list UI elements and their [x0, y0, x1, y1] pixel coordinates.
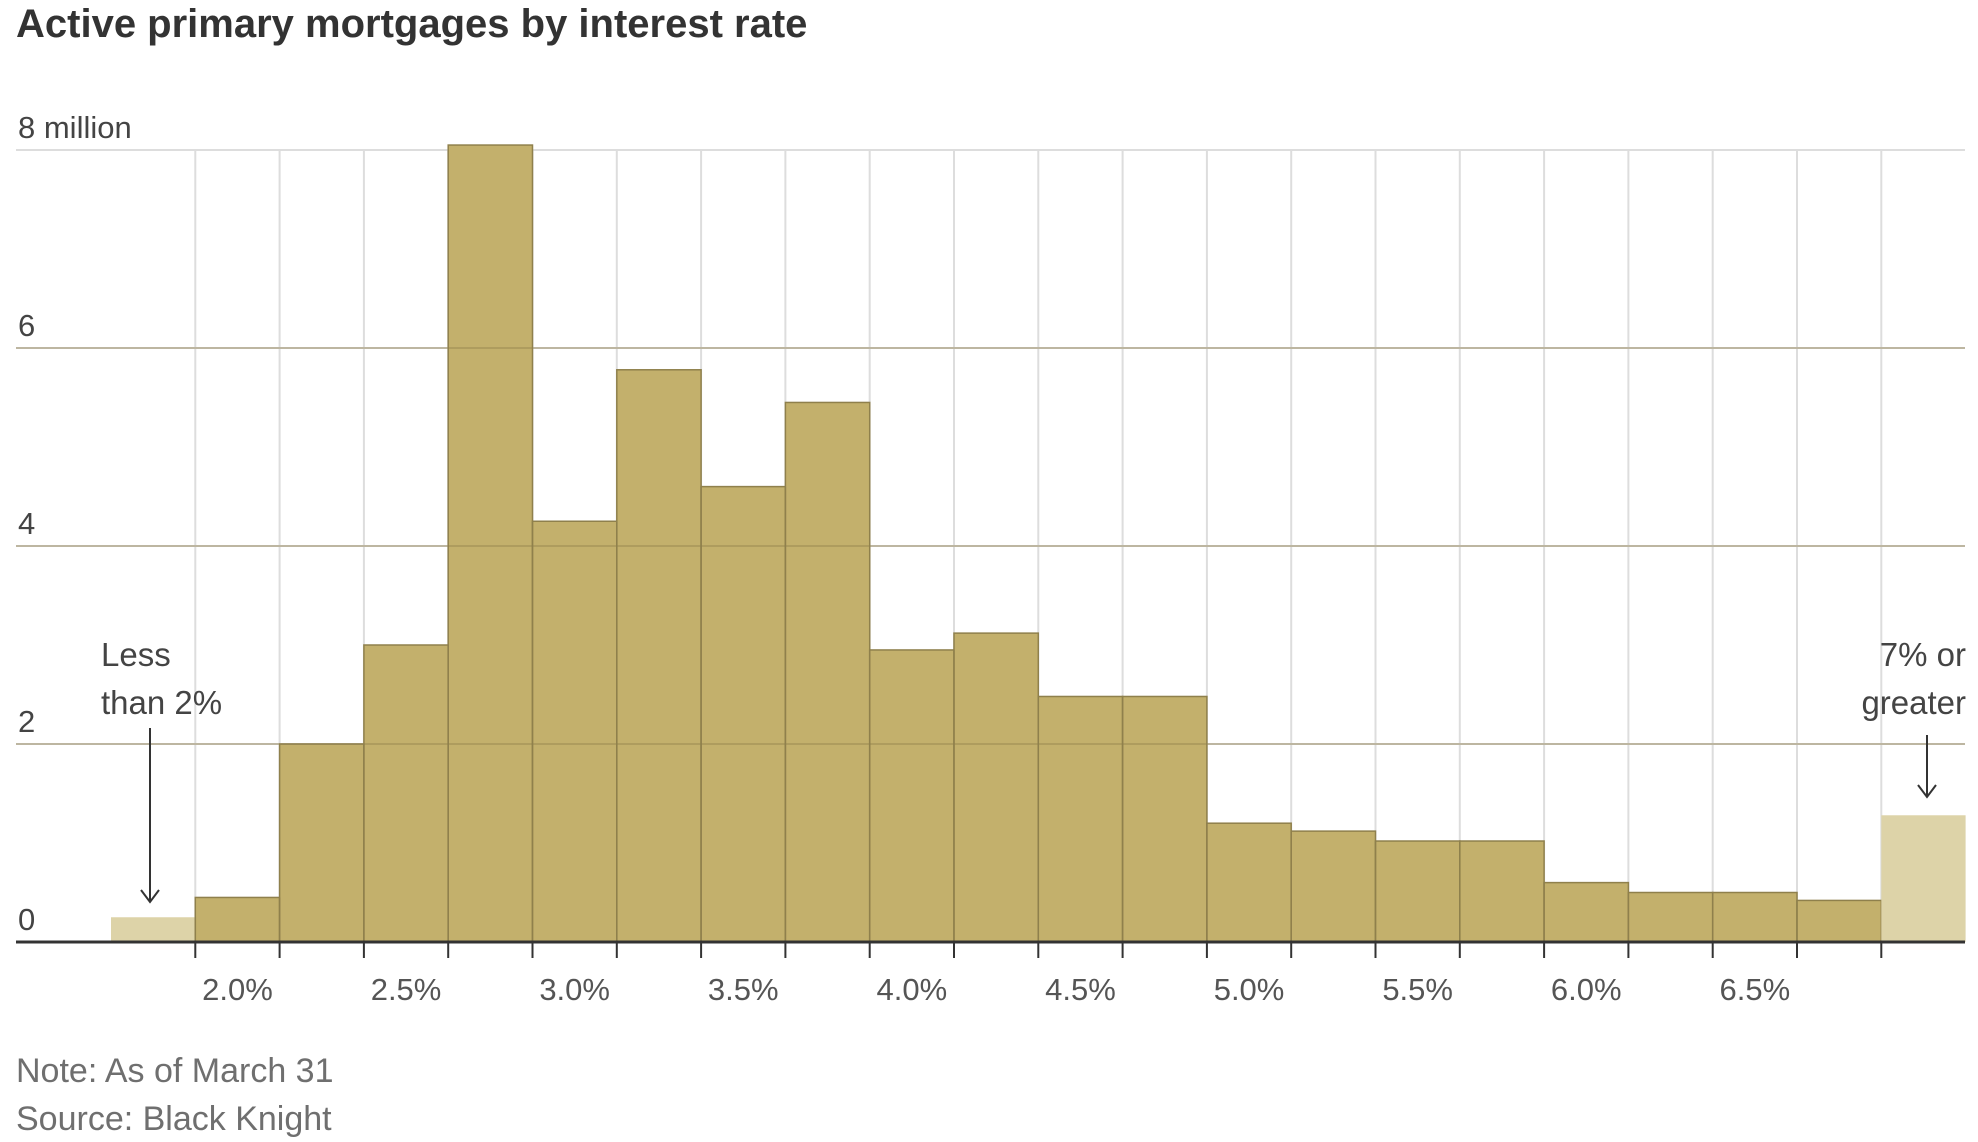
annotation-7-or-greater-text: 7% or — [1880, 636, 1966, 673]
x-tick-label: 6.5% — [1720, 972, 1791, 1007]
histogram-bar — [447, 144, 534, 943]
histogram-bar — [1037, 695, 1124, 943]
y-tick-label: 6 — [18, 308, 35, 343]
histogram-bar — [1459, 840, 1545, 943]
histogram-bar — [1290, 830, 1377, 943]
y-tick-label: 0 — [18, 902, 35, 937]
y-axis-labels: 0 2 4 6 8 million — [18, 110, 132, 937]
histogram-bar — [1627, 891, 1714, 943]
x-tick-label: 3.5% — [708, 972, 779, 1007]
histogram-bar — [194, 896, 281, 943]
chart-note: Note: As of March 31 — [16, 1052, 334, 1090]
annotation-less-than-2-arrowhead — [140, 889, 160, 904]
histogram-bar — [278, 743, 365, 943]
histogram-bar — [700, 485, 787, 943]
x-tick-label: 3.0% — [539, 972, 610, 1007]
histogram-bar — [531, 520, 618, 943]
annotation-7-or-greater-text: greater — [1861, 684, 1966, 721]
chart-source: Source: Black Knight — [16, 1100, 332, 1138]
histogram-bar — [868, 649, 955, 943]
chart-title: Active primary mortgages by interest rat… — [16, 2, 808, 46]
histogram-bar — [1881, 815, 1966, 942]
histogram-bar — [1206, 822, 1292, 943]
annotation-less-than-2-text: than 2% — [101, 684, 222, 721]
histogram-bar — [1543, 881, 1630, 943]
x-tick-label: 5.0% — [1214, 972, 1285, 1007]
x-tick-label: 4.0% — [877, 972, 948, 1007]
y-tick-label: 2 — [18, 704, 35, 739]
histogram-bar — [1711, 891, 1798, 943]
histogram-bar — [616, 369, 702, 943]
x-axis — [16, 940, 1965, 958]
annotation-less-than-2-text: Less — [101, 636, 171, 673]
histogram-bar — [953, 632, 1040, 943]
histogram-bar — [1374, 840, 1461, 943]
x-axis-labels: 2.0% 2.5% 3.0% 3.5% 4.0% 4.5% 5.0% 5.5% 6.0% 6.5% — [202, 972, 1790, 1007]
x-tick-label: 5.5% — [1382, 972, 1453, 1007]
x-tick-label: 6.0% — [1551, 972, 1622, 1007]
x-tick-label: 2.0% — [202, 972, 273, 1007]
histogram-bar — [1796, 899, 1883, 943]
histogram-bar — [1121, 695, 1208, 943]
x-tick-label: 2.5% — [371, 972, 442, 1007]
bars — [16, 144, 1966, 943]
annotations: Less than 2% 7% or greater — [101, 636, 1966, 904]
annotation-7-or-greater-arrowhead — [1917, 784, 1937, 799]
y-tick-label: 8 million — [18, 110, 132, 145]
x-tick-label: 4.5% — [1045, 972, 1116, 1007]
y-tick-label: 4 — [18, 506, 35, 541]
histogram-bar — [784, 401, 871, 943]
histogram-bar — [363, 644, 449, 943]
histogram-bar — [111, 917, 196, 942]
